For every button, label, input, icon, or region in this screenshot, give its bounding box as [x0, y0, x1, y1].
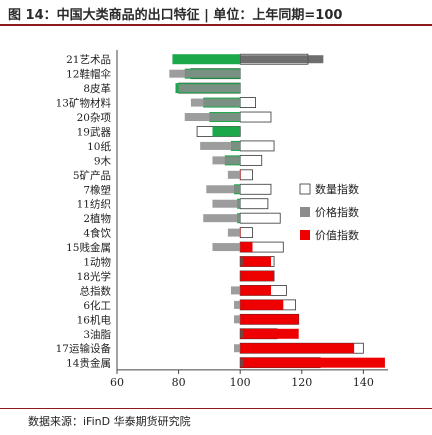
bar-price: [169, 69, 241, 78]
category-label: 5矿产品: [73, 169, 111, 182]
category-label: 17运输设备: [56, 342, 112, 355]
category-label: 1动物: [83, 256, 111, 269]
category-label: 19武器: [77, 125, 112, 138]
bar-price: [240, 55, 324, 64]
bar-value: [240, 328, 299, 339]
bar-quantity: [239, 212, 281, 224]
bar-quantity: [239, 154, 263, 166]
bar-price: [227, 170, 241, 179]
legend-swatch: [299, 183, 311, 195]
x-tick-label: 120: [291, 376, 312, 389]
bar-value: [240, 357, 385, 368]
bar-price: [212, 243, 241, 252]
category-label: 7橡塑: [83, 183, 111, 196]
bar-value: [240, 343, 355, 354]
bar-price: [234, 300, 241, 309]
chart-title: 图 14：中国大类商品的出口特征 | 单位：上年同期=100: [8, 8, 343, 23]
category-label: 10纸: [87, 140, 111, 153]
category-label: 9木: [94, 155, 112, 167]
bar-quantity: [239, 111, 272, 123]
bar-price: [240, 329, 244, 338]
x-tick-label: 140: [353, 376, 374, 389]
bar-quantity: [239, 169, 253, 181]
category-label: 21艺术品: [66, 54, 111, 66]
bar-value: [172, 54, 241, 65]
bar-price: [190, 98, 241, 107]
x-tick-label: 60: [110, 376, 124, 389]
bar-value: [240, 270, 275, 281]
category-label: 3油脂: [83, 328, 111, 341]
bar-quantity: [239, 140, 275, 152]
category-label: 18光学: [77, 270, 111, 283]
x-tick-label: 100: [230, 376, 251, 389]
bar-value: [240, 256, 271, 267]
bar-value: [240, 227, 241, 238]
category-label: 4食饮: [83, 227, 111, 240]
category-label: 14贵金属: [66, 357, 111, 370]
legend-swatch: [300, 230, 310, 240]
bar-price: [240, 358, 244, 367]
category-label: 总指数: [80, 284, 112, 297]
bar-quantity: [239, 227, 253, 239]
bar-price: [212, 156, 241, 165]
bar-price: [230, 286, 241, 295]
category-label: 8皮革: [83, 82, 111, 95]
bar-price: [184, 113, 241, 122]
footer-rule: [0, 408, 432, 409]
legend-label: 价值指数: [315, 228, 359, 242]
bar-price: [240, 257, 244, 266]
category-label: 20杂项: [77, 112, 112, 124]
bar-quantity: [239, 97, 256, 108]
category-label: 2植物: [83, 212, 111, 225]
category-label: 6化工: [83, 299, 111, 312]
title-rule: [0, 24, 432, 26]
bar-price: [203, 214, 241, 223]
bar-price: [240, 127, 241, 136]
bar-quantity: [239, 198, 269, 210]
bar-price: [234, 344, 241, 353]
bar-price: [200, 141, 241, 150]
bar-price: [212, 199, 241, 208]
source-note: 数据来源：iFinD 华泰期货研究院: [28, 415, 191, 428]
bar-value: [240, 169, 241, 180]
legend-swatch: [300, 207, 310, 217]
category-label: 13矿物材料: [56, 97, 112, 110]
bar-value: [212, 126, 241, 137]
legend-label: 数量指数: [315, 182, 359, 196]
bar-price: [227, 228, 241, 237]
legend-label: 价格指数: [315, 205, 359, 219]
x-tick-label: 80: [172, 376, 186, 389]
bar-value: [240, 242, 253, 253]
category-label: 15贱金属: [66, 241, 111, 254]
bar-value: [240, 285, 271, 296]
bar-price: [240, 271, 241, 280]
bar-value: [240, 299, 284, 310]
category-label: 12鞋帽伞: [66, 68, 111, 81]
bar-price: [206, 185, 241, 194]
category-label: 16机电: [77, 313, 112, 326]
bar-quantity: [239, 183, 272, 195]
bar-price: [178, 84, 241, 93]
category-label: 11纺织: [77, 198, 111, 211]
bar-value: [240, 314, 299, 325]
bar-price: [234, 315, 241, 324]
